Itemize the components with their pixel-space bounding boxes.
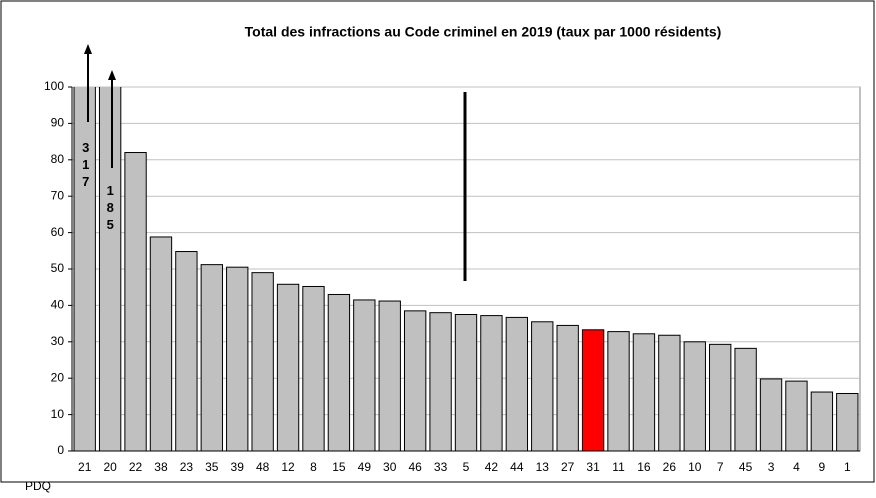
x-tick-label: 1: [844, 460, 851, 474]
chart-title: Total des infractions au Code criminel e…: [245, 24, 722, 40]
x-tick-label: 23: [180, 460, 194, 474]
x-tick-label: 9: [819, 460, 826, 474]
x-tick-label: 22: [129, 460, 143, 474]
bar: [836, 392, 859, 451]
bar: [124, 152, 147, 451]
bar: [632, 333, 656, 451]
bar: [251, 272, 274, 451]
x-tick-label: 42: [485, 460, 499, 474]
y-tick-label: 0: [57, 443, 64, 457]
bar: [785, 380, 808, 451]
bar: [302, 285, 325, 451]
x-tick-label: 33: [434, 460, 448, 474]
x-tick-label: 38: [154, 460, 168, 474]
bar: [607, 331, 630, 451]
bar: [454, 314, 478, 451]
bar: [734, 347, 757, 451]
x-tick-label: 45: [739, 460, 753, 474]
bar: [98, 87, 122, 451]
y-tick-label: 40: [51, 298, 65, 312]
x-tick-label: 5: [463, 460, 470, 474]
arrow-head: [84, 44, 92, 54]
x-tick-label: 46: [408, 460, 422, 474]
y-tick-label: 90: [51, 116, 65, 130]
y-tick-label: 80: [51, 152, 65, 166]
bar: [810, 391, 834, 451]
x-tick-label: 7: [717, 460, 724, 474]
bar: [327, 293, 351, 451]
x-tick-label: 11: [612, 460, 625, 474]
x-tick-label: 16: [637, 460, 651, 474]
bar: [480, 315, 503, 451]
bar: [531, 321, 554, 451]
x-tick-label: 31: [586, 460, 600, 474]
y-tick-label: 70: [51, 188, 65, 202]
y-tick-label: 30: [51, 334, 65, 348]
x-tick-label: 13: [536, 460, 550, 474]
bar: [556, 324, 579, 451]
value-label: 185: [103, 183, 118, 234]
x-tick-label: 27: [561, 460, 575, 474]
y-tick-label: 10: [51, 407, 65, 421]
x-tick-label: 44: [510, 460, 524, 474]
bar: [658, 334, 681, 451]
bar: [353, 299, 376, 451]
bar: [226, 266, 249, 451]
bar: [149, 236, 173, 451]
x-tick-label: 26: [663, 460, 677, 474]
x-tick-label: 20: [103, 460, 117, 474]
y-tick-label: 50: [51, 261, 65, 275]
bar: [200, 264, 223, 451]
y-tick-label: 20: [51, 370, 65, 384]
y-tick-label: 60: [51, 225, 65, 239]
x-tick-label: 3: [768, 460, 775, 474]
x-tick-label: 48: [256, 460, 270, 474]
bar: [175, 251, 198, 451]
x-tick-label: 35: [205, 460, 219, 474]
bar: [276, 283, 300, 451]
x-tick-label: 4: [793, 460, 800, 474]
x-tick-label: 8: [310, 460, 317, 474]
x-tick-label: 30: [383, 460, 397, 474]
x-tick-label: 39: [231, 460, 245, 474]
bar: [378, 300, 401, 451]
bar: [403, 310, 427, 451]
bar: [581, 329, 605, 451]
bar: [505, 316, 529, 451]
bar: [429, 312, 452, 451]
bar: [73, 87, 96, 451]
bar: [683, 341, 706, 451]
bar: [759, 378, 783, 451]
bar: [709, 343, 732, 451]
arrow-head: [108, 70, 116, 80]
y-tick-label: 100: [44, 79, 64, 93]
x-tick-label: 49: [358, 460, 372, 474]
x-tick-label: 15: [332, 460, 346, 474]
x-tick-label: 21: [78, 460, 92, 474]
value-label: 317: [78, 140, 93, 191]
x-axis-label: PDQ: [25, 479, 51, 493]
x-tick-label: 10: [688, 460, 702, 474]
bars: [73, 87, 859, 451]
x-tick-label: 12: [281, 460, 295, 474]
